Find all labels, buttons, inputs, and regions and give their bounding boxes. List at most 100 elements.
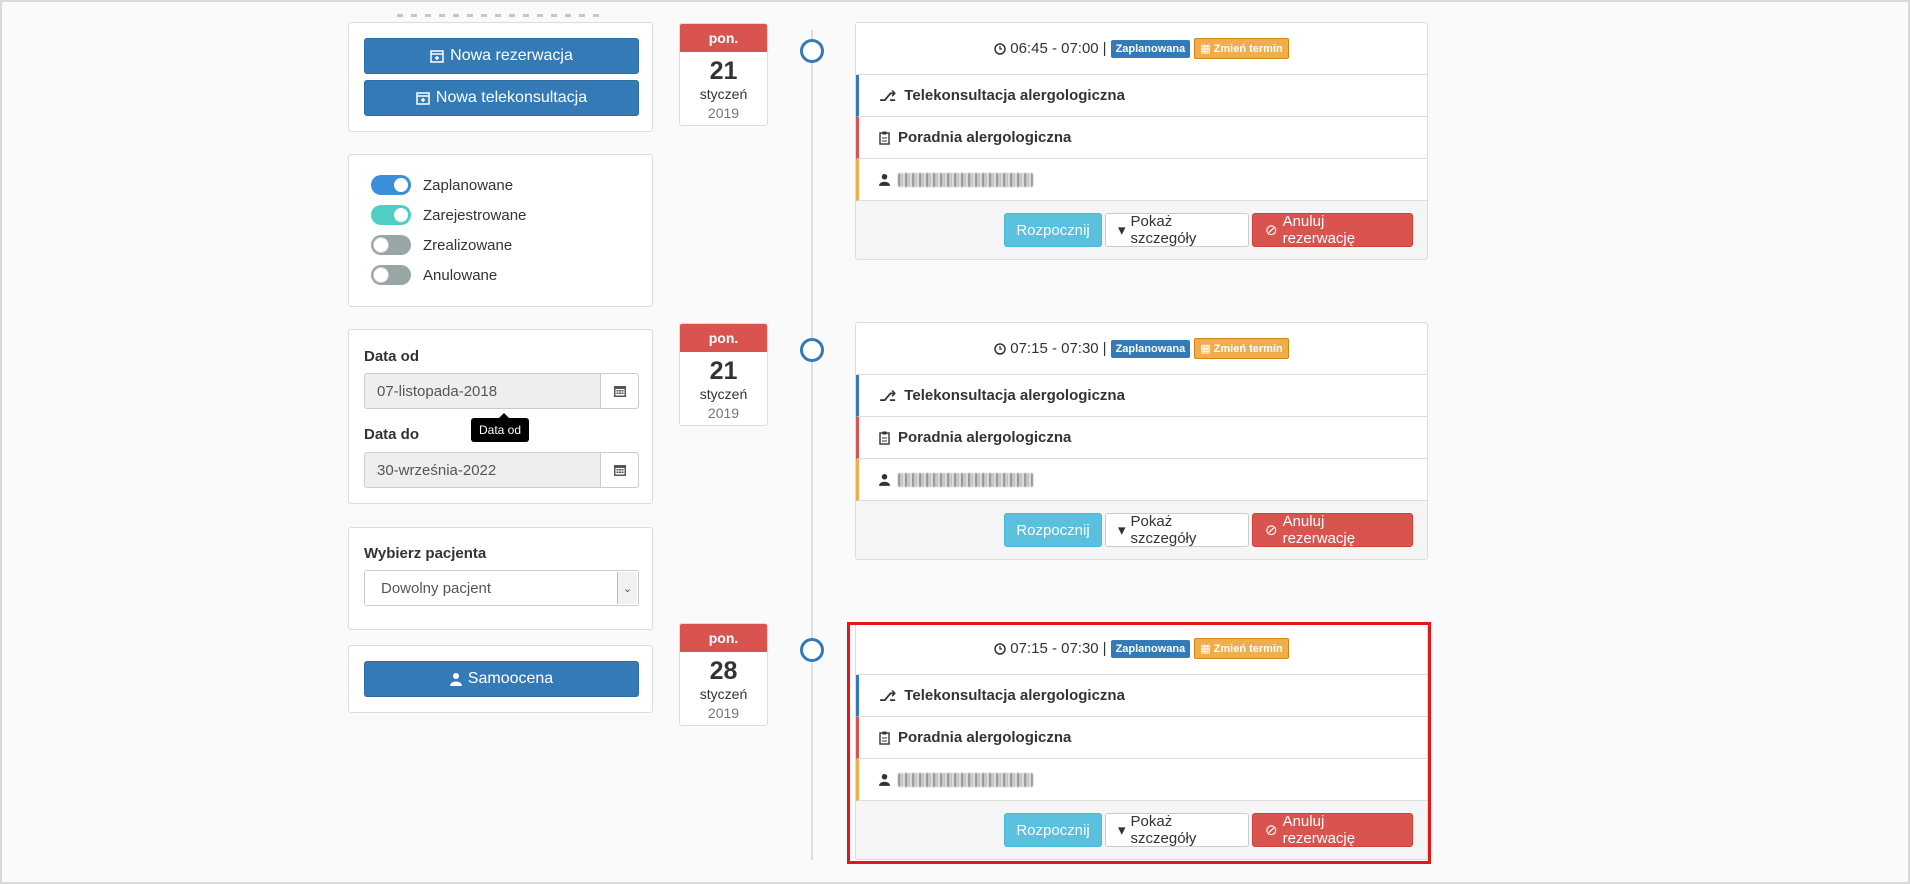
appointment-card: 06:45 - 07:00 | Zaplanowana ▦ Zmień termi…	[855, 22, 1428, 260]
chevron-down-icon[interactable]: ⌄	[617, 572, 637, 604]
appointment-date-badge: pon. 28 styczeń 2019	[679, 623, 768, 726]
status-badge: Zaplanowana	[1110, 39, 1191, 58]
cancel-reservation-button[interactable]: ⊘ Anuluj rezerwację	[1252, 213, 1413, 247]
clinic-name: Poradnia alergologiczna	[898, 729, 1072, 746]
date-to-value: 30-września-2022	[377, 461, 497, 479]
reschedule-link[interactable]: ▦ Zmień termin	[1194, 638, 1289, 659]
new-reservation-label: Nowa rezerwacja	[450, 47, 573, 64]
toggle-switch[interactable]	[371, 235, 411, 255]
doctor-name-redacted	[898, 472, 1033, 487]
appointment-header: 07:15 - 07:30 | Zaplanowana ▦ Zmień termi…	[856, 623, 1427, 675]
appointment-type-row: ⎇ Telekonsultacja alergologiczna	[856, 75, 1427, 117]
calendar-icon: ▦	[1200, 43, 1211, 55]
reschedule-link[interactable]: ▦ Zmień termin	[1194, 38, 1289, 59]
doctor-name-redacted	[898, 172, 1033, 187]
appointment-actions: Rozpocznij ▾ Pokaż szczegóły ⊘ Anuluj reze…	[856, 801, 1427, 859]
caret-down-icon: ▾	[1118, 222, 1126, 239]
stethoscope-icon: ⎇	[879, 87, 897, 105]
patient-label: Wybierz pacjenta	[364, 545, 487, 562]
cancel-reservation-label: Anuluj rezerwację	[1282, 813, 1356, 847]
appointment-date-badge: pon. 21 styczeń 2019	[679, 323, 768, 426]
separator: |	[1102, 40, 1107, 57]
date-from-field[interactable]: 07-listopada-2018	[364, 373, 639, 409]
status-badge: Zaplanowana	[1110, 639, 1191, 658]
filter-zaplanowane[interactable]: Zaplanowane	[371, 175, 513, 195]
patient-selected-value: Dowolny pacjent	[381, 579, 492, 597]
show-details-label: Pokaż szczegóły	[1130, 213, 1197, 247]
calendar-plus-icon	[416, 91, 430, 105]
reschedule-link[interactable]: ▦ Zmień termin	[1194, 338, 1289, 359]
cancel-reservation-button[interactable]: ⊘ Anuluj rezerwację	[1252, 513, 1413, 547]
appointment-header: 06:45 - 07:00 | Zaplanowana ▦ Zmień termi…	[856, 23, 1427, 75]
date-from-value: 07-listopada-2018	[377, 382, 498, 400]
status-badge: Zaplanowana	[1110, 339, 1191, 358]
month-name: styczeń	[699, 386, 748, 402]
year: 2019	[707, 705, 740, 721]
show-details-button[interactable]: ▾ Pokaż szczegóły	[1105, 813, 1249, 847]
date-from-label: Data od	[364, 348, 420, 365]
timeline-line	[811, 30, 813, 860]
new-teleconsultation-button[interactable]: Nowa telekonsultacja	[364, 80, 639, 116]
reschedule-label: Zmień termin	[1213, 42, 1283, 55]
clinic-name: Poradnia alergologiczna	[898, 429, 1072, 446]
user-md-icon	[449, 672, 462, 686]
reschedule-label: Zmień termin	[1213, 642, 1283, 655]
start-button[interactable]: Rozpocznij	[1004, 513, 1102, 547]
doctor-name-redacted	[898, 772, 1033, 787]
day-number: 28	[709, 657, 738, 685]
appointment-time: 07:15 - 07:30	[1010, 640, 1099, 657]
appointment-type-row: ⎇ Telekonsultacja alergologiczna	[856, 675, 1427, 717]
reschedule-label: Zmień termin	[1213, 342, 1283, 355]
actions-panel: Nowa rezerwacja Nowa telekonsultacja	[348, 22, 653, 132]
toggle-switch[interactable]	[371, 205, 411, 225]
separator: |	[1102, 640, 1107, 657]
filter-label: Zrealizowane	[423, 236, 513, 254]
calendar-icon[interactable]	[600, 374, 638, 408]
timeline-dot	[800, 638, 824, 662]
start-button[interactable]: Rozpocznij	[1004, 213, 1102, 247]
day-number: 21	[709, 357, 738, 385]
appointment-header: 07:15 - 07:30 | Zaplanowana ▦ Zmień termi…	[856, 323, 1427, 375]
user-md-icon	[879, 173, 890, 186]
stethoscope-icon: ⎇	[879, 687, 897, 705]
filter-zarejestrowane[interactable]: Zarejestrowane	[371, 205, 526, 225]
cancel-reservation-button[interactable]: ⊘ Anuluj rezerwację	[1252, 813, 1413, 847]
show-details-button[interactable]: ▾ Pokaż szczegóły	[1105, 213, 1249, 247]
weekday: pon.	[680, 24, 767, 52]
caret-down-icon: ▾	[1118, 822, 1126, 839]
appointment-type: Telekonsultacja alergologiczna	[904, 87, 1125, 104]
filter-label: Zarejestrowane	[423, 206, 527, 224]
filter-zrealizowane[interactable]: Zrealizowane	[371, 235, 512, 255]
weekday: pon.	[680, 624, 767, 652]
new-reservation-button[interactable]: Nowa rezerwacja	[364, 38, 639, 74]
toggle-switch[interactable]	[371, 175, 411, 195]
toggle-switch[interactable]	[371, 265, 411, 285]
appointment-actions: Rozpocznij ▾ Pokaż szczegóły ⊘ Anuluj reze…	[856, 501, 1427, 559]
appointment-time: 07:15 - 07:30	[1010, 340, 1099, 357]
appointment-type: Telekonsultacja alergologiczna	[904, 387, 1125, 404]
filter-label: Anulowane	[423, 266, 498, 284]
clock-icon	[994, 42, 1006, 55]
show-details-label: Pokaż szczegóły	[1130, 513, 1197, 547]
user-md-icon	[879, 473, 890, 486]
date-to-label: Data do	[364, 426, 420, 443]
date-to-field[interactable]: 30-września-2022	[364, 452, 639, 488]
appointment-date-badge: pon. 21 styczeń 2019	[679, 23, 768, 126]
user-md-icon	[879, 773, 890, 786]
stethoscope-icon: ⎇	[879, 387, 897, 405]
cancel-reservation-label: Anuluj rezerwację	[1282, 513, 1356, 547]
appointment-type-row: ⎇ Telekonsultacja alergologiczna	[856, 375, 1427, 417]
show-details-button[interactable]: ▾ Pokaż szczegóły	[1105, 513, 1249, 547]
start-button[interactable]: Rozpocznij	[1004, 813, 1102, 847]
self-assessment-label: Samoocena	[467, 670, 554, 687]
doctor-row	[856, 159, 1427, 201]
appointment-card: 07:15 - 07:30 | Zaplanowana ▦ Zmień termi…	[855, 322, 1428, 560]
weekday: pon.	[680, 324, 767, 352]
patient-select[interactable]: Dowolny pacjent ⌄	[364, 570, 639, 606]
calendar-plus-icon	[430, 49, 444, 63]
clinic-row: Poradnia alergologiczna	[856, 717, 1427, 759]
self-assessment-button[interactable]: Samoocena	[364, 661, 639, 697]
calendar-icon[interactable]	[600, 453, 638, 487]
filter-anulowane[interactable]: Anulowane	[371, 265, 497, 285]
